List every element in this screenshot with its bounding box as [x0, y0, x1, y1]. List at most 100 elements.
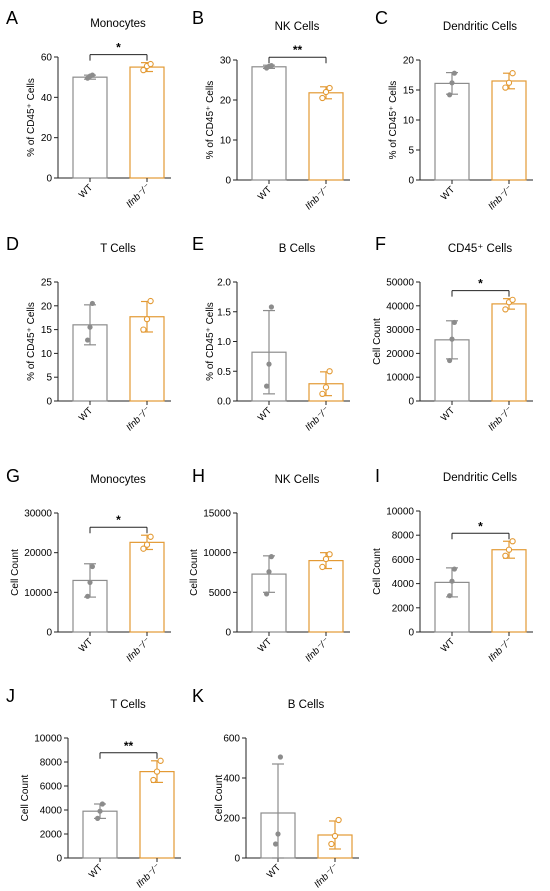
y-tick-label: 40000 [386, 301, 414, 312]
y-tick-label: 15000 [203, 509, 231, 520]
data-point-wt [89, 72, 95, 78]
panel-letter: A [6, 8, 18, 28]
category-label: Ifnb⁻/⁻ [303, 405, 332, 434]
data-point-wt [449, 80, 455, 86]
y-tick-label: 4000 [392, 579, 415, 590]
data-point-ko [505, 79, 513, 86]
panel-title: Monocytes [90, 474, 146, 486]
data-point-ko [153, 768, 161, 775]
data-point-ko [505, 546, 513, 553]
y-tick-label: 20 [220, 96, 232, 107]
y-tick-label: 20 [403, 56, 415, 67]
category-label: Ifnb⁻/⁻ [134, 862, 163, 891]
y-tick-label: 0 [234, 854, 240, 865]
bar-wt [434, 82, 470, 181]
y-axis-label: Cell Count [10, 549, 21, 596]
data-point-ko [322, 88, 330, 96]
y-tick-label: 20000 [24, 548, 52, 559]
panel-letter: I [375, 466, 380, 486]
data-point-wt [449, 336, 455, 342]
panel-title: CD45⁺ Cells [448, 243, 512, 255]
y-axis-label: Cell Count [20, 774, 31, 821]
category-label: WT [265, 862, 283, 880]
data-point-wt [268, 63, 274, 69]
category-label: WT [256, 184, 274, 202]
data-point-ko [319, 563, 326, 571]
y-tick-label: 0 [408, 176, 414, 187]
data-point-wt [447, 357, 453, 364]
bar-ko [308, 559, 344, 633]
panel-title: NK Cells [275, 474, 320, 486]
data-point-wt [277, 754, 283, 760]
y-tick-label: 60 [41, 53, 53, 64]
panel-letter: C [375, 8, 388, 28]
y-tick-label: 0 [46, 397, 52, 408]
y-tick-label: 20 [41, 301, 53, 312]
data-point-wt [451, 70, 457, 76]
y-tick-label: 30 [220, 56, 232, 67]
data-point-wt [275, 831, 281, 837]
chart-panel-g: G Monocytes Cell Count 0 10000 20000 30000 WT If… [6, 466, 171, 664]
category-label: WT [256, 405, 274, 423]
data-point-ko [509, 296, 516, 303]
panel-title: Dendritic Cells [443, 21, 517, 33]
panel-letter: G [6, 466, 20, 486]
y-tick-label: 8000 [392, 531, 415, 542]
significance-marker: ** [293, 43, 303, 57]
data-point-wt [89, 300, 95, 307]
bar-wt [72, 76, 108, 179]
y-tick-label: 0 [56, 854, 62, 865]
data-point-wt [268, 554, 274, 560]
panel-letter: E [192, 234, 204, 254]
significance-marker: ** [124, 739, 134, 753]
bar-ko [308, 92, 344, 181]
category-label: WT [439, 184, 457, 202]
y-tick-label: 200 [223, 814, 240, 825]
category-label: WT [77, 405, 95, 423]
category-label: WT [87, 862, 105, 880]
panel-letter: K [192, 686, 204, 706]
data-point-ko [326, 551, 333, 558]
data-point-wt [447, 593, 453, 599]
y-tick-label: 400 [223, 774, 240, 785]
y-tick-label: 10000 [34, 734, 62, 745]
data-point-ko [319, 94, 326, 102]
y-tick-label: 0.5 [217, 367, 231, 378]
y-tick-label: 2000 [392, 603, 415, 614]
y-axis-label: % of CD45⁺ Cells [205, 81, 216, 160]
panel-title: T Cells [110, 699, 146, 711]
data-point-ko [150, 776, 157, 784]
bar-ko [129, 541, 165, 633]
data-point-ko [509, 538, 516, 545]
y-tick-label: 10 [41, 349, 53, 360]
chart-panel-f: F CD45⁺ Cells Cell Count 0 10000 20000 30000 40… [372, 234, 533, 433]
panel-title: B Cells [288, 699, 325, 711]
significance-marker: * [478, 277, 483, 291]
category-label: WT [439, 636, 457, 654]
panel-title: Monocytes [90, 18, 146, 30]
y-tick-label: 10000 [386, 507, 414, 518]
y-tick-label: 0 [46, 174, 52, 185]
category-label: WT [77, 182, 95, 200]
panel-letter: J [6, 686, 15, 706]
data-point-ko [322, 555, 330, 563]
category-label: Ifnb⁻/⁻ [312, 862, 341, 891]
y-tick-label: 40 [41, 93, 53, 104]
y-tick-label: 6000 [40, 782, 63, 793]
chart-panel-a: A Monocytes % of CD45⁺ Cells 0 20 40 60 WT Ifnb⁻… [6, 8, 171, 210]
y-tick-label: 5 [46, 373, 52, 384]
panel-letter: B [192, 8, 204, 28]
data-point-wt [87, 324, 93, 330]
y-tick-label: 15 [41, 325, 53, 336]
data-point-wt [99, 801, 105, 807]
y-axis-label: Cell Count [189, 549, 200, 596]
y-tick-label: 30000 [386, 325, 414, 336]
bar-ko [491, 303, 527, 402]
data-point-ko [147, 60, 154, 68]
y-tick-label: 20000 [386, 349, 414, 360]
data-point-wt [264, 591, 270, 597]
y-tick-label: 10000 [203, 548, 231, 559]
category-label: WT [256, 636, 274, 654]
y-tick-label: 8000 [40, 758, 63, 769]
